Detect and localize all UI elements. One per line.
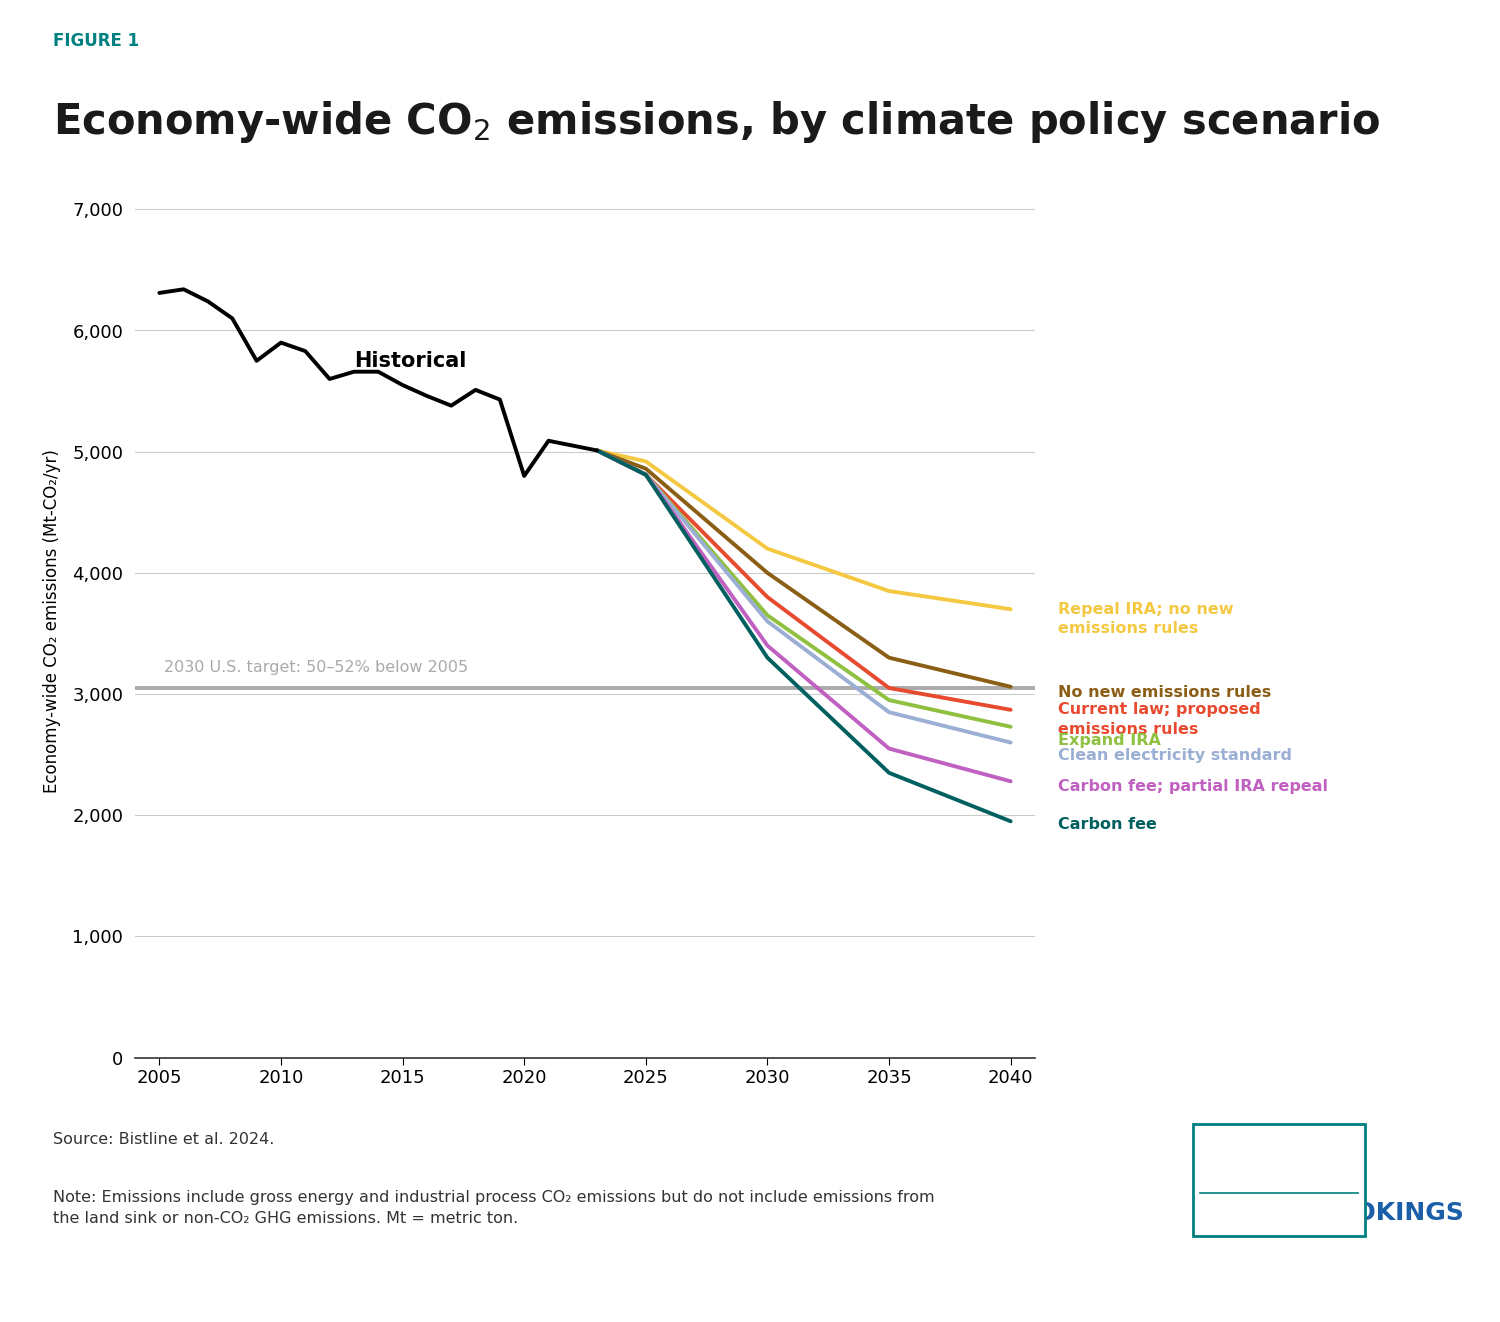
Text: Repeal IRA; no new
emissions rules: Repeal IRA; no new emissions rules [1058, 602, 1233, 636]
Text: PROJECT: PROJECT [1254, 1204, 1304, 1218]
Text: Economy-wide CO$_2$ emissions, by climate policy scenario: Economy-wide CO$_2$ emissions, by climat… [53, 99, 1380, 145]
Text: HAMILTON: HAMILTON [1230, 1165, 1328, 1183]
Text: Carbon fee; partial IRA repeal: Carbon fee; partial IRA repeal [1058, 779, 1328, 793]
Text: Expand IRA: Expand IRA [1058, 732, 1161, 748]
Text: FIGURE 1: FIGURE 1 [53, 32, 138, 50]
Text: Historical: Historical [354, 350, 466, 371]
Text: Source: Bistline et al. 2024.: Source: Bistline et al. 2024. [53, 1132, 274, 1146]
Text: Carbon fee: Carbon fee [1058, 817, 1156, 833]
Y-axis label: Economy-wide CO₂ emissions (Mt-CO₂/yr): Economy-wide CO₂ emissions (Mt-CO₂/yr) [44, 449, 62, 793]
Text: Clean electricity standard: Clean electricity standard [1058, 748, 1292, 763]
Text: 2030 U.S. target: 50–52% below 2005: 2030 U.S. target: 50–52% below 2005 [164, 660, 468, 676]
Text: THE: THE [1268, 1137, 1290, 1150]
Text: BROOKINGS: BROOKINGS [1296, 1202, 1464, 1225]
Text: Note: Emissions include gross energy and industrial process CO₂ emissions but do: Note: Emissions include gross energy and… [53, 1190, 934, 1225]
Text: No new emissions rules: No new emissions rules [1058, 685, 1270, 701]
Text: Current law; proposed
emissions rules: Current law; proposed emissions rules [1058, 702, 1260, 736]
